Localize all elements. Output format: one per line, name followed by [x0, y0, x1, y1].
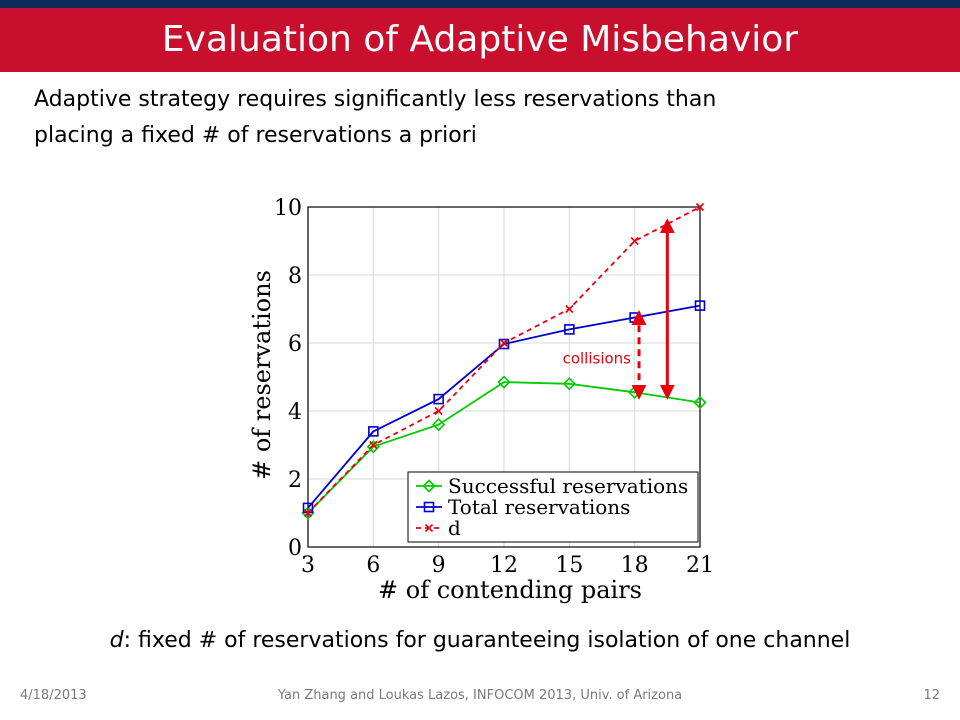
y-axis-label: # of reservations [248, 270, 276, 480]
reservations-line-chart: 3 6 9 12 15 18 21 0 2 4 6 8 10 collisions Successful… [248, 196, 714, 604]
legend-entry-label: Total reservations [448, 495, 630, 519]
caption-variable: d [109, 628, 124, 653]
collisions-label: collisions [563, 350, 632, 368]
footer-date: 4/18/2013 [20, 688, 87, 703]
x-tick-label: 15 [555, 553, 583, 578]
slide-title: Evaluation of Adaptive Misbehavior [161, 19, 799, 60]
x-tick-label: 18 [621, 553, 649, 578]
data-point [368, 426, 379, 437]
y-tick-label: 8 [288, 264, 302, 289]
y-tick-label: 4 [288, 400, 302, 425]
y-tick-label: 6 [288, 332, 302, 357]
legend-entry-label: d [448, 516, 461, 540]
legend-swatch-marker [424, 523, 434, 533]
data-point [499, 338, 509, 348]
data-point [694, 300, 706, 311]
body-line-2: placing a fixed # of reservations a prio… [34, 123, 477, 148]
data-point [695, 202, 705, 212]
y-tick-label: 10 [274, 196, 302, 221]
caption-text: : fixed # of reservations for guaranteei… [123, 628, 851, 653]
page-number: 12 [923, 688, 940, 703]
x-tick-label: 6 [366, 553, 380, 578]
data-point [562, 377, 576, 391]
data-point [630, 236, 639, 246]
data-point [497, 375, 511, 389]
plot-border [307, 206, 701, 548]
y-tick-label: 0 [288, 536, 302, 561]
chart-tick-labels: 3 6 9 12 15 18 21 0 2 4 6 8 10 [274, 196, 714, 578]
data-point [564, 324, 575, 335]
data-point [565, 304, 574, 314]
data-point [301, 506, 315, 520]
data-point [432, 417, 446, 432]
data-point [693, 395, 707, 410]
body-line-1: Adaptive strategy requires significantly… [34, 87, 717, 112]
data-point [303, 508, 313, 518]
top-accent-strip [0, 0, 960, 8]
legend-swatch-marker [423, 501, 435, 513]
data-point [366, 440, 380, 454]
data-point [498, 338, 510, 350]
legend-box [407, 471, 699, 543]
y-tick-label: 2 [288, 468, 302, 493]
x-tick-label: 3 [301, 553, 315, 578]
x-tick-label: 21 [686, 553, 714, 578]
chart-annotations: collisions [563, 218, 675, 400]
x-axis-label: # of contending pairs [378, 576, 642, 604]
x-tick-label: 12 [490, 553, 518, 578]
slide-caption: d: fixed # of reservations for guarantee… [0, 628, 960, 653]
legend-entry-label: Successful reservations [448, 474, 688, 498]
data-point [434, 406, 443, 416]
data-point [433, 393, 444, 405]
slide-body: Adaptive strategy requires significantly… [34, 82, 914, 154]
legend-swatch-marker [422, 479, 436, 493]
footer-authors: Yan Zhang and Loukas Lazos, INFOCOM 2013… [277, 688, 683, 703]
chart-plot-frame [307, 206, 701, 548]
title-bar [0, 8, 960, 72]
data-point [369, 440, 378, 450]
x-tick-label: 9 [432, 553, 446, 578]
